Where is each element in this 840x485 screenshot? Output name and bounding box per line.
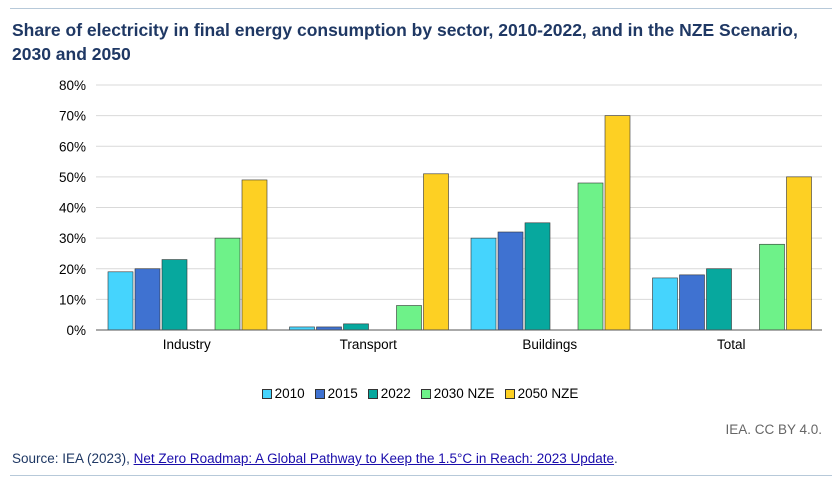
bar-total-2015: [679, 274, 705, 331]
bar-industry-2015: [134, 268, 161, 331]
bar-industry-2022: [161, 259, 188, 331]
category-label: Buildings: [522, 337, 577, 352]
legend-swatch: [504, 388, 515, 399]
bar-total-2030-nze: [759, 243, 785, 331]
bar-buildings-2022: [524, 222, 551, 331]
y-tick-label: 0%: [66, 323, 86, 338]
bar-total-2050-nze: [786, 176, 812, 331]
source-prefix: Source: IEA (2023),: [12, 451, 134, 466]
bar-industry-2010: [107, 271, 134, 331]
bars: [107, 115, 812, 331]
legend-label: 2022: [380, 386, 411, 401]
bottom-divider: [10, 475, 832, 476]
y-tick-label: 70%: [59, 109, 86, 124]
y-tick-label: 10%: [59, 292, 86, 307]
legend-swatch: [314, 388, 325, 399]
source-line: Source: IEA (2023), Net Zero Roadmap: A …: [12, 451, 618, 466]
legend-swatch: [261, 388, 272, 399]
bar-buildings-2010: [470, 237, 497, 331]
category-label: Transport: [340, 337, 398, 352]
credit-text: IEA. CC BY 4.0.: [725, 422, 822, 437]
legend-label: 2050 NZE: [517, 386, 579, 401]
bar-transport-2050-nze: [423, 173, 449, 331]
legend-item: 2010: [261, 386, 305, 401]
legend-item: 2030 NZE: [420, 386, 495, 401]
source-suffix: .: [614, 451, 618, 466]
bar-transport-2030-nze: [396, 305, 422, 331]
bar-industry-2050-nze: [241, 179, 268, 331]
bar-chart: 0% 10% 20% 30% 40% 50% 60% 70% 80% Industry Trans…: [59, 78, 822, 352]
bar-industry-2030-nze: [214, 237, 241, 331]
legend-item: 2050 NZE: [504, 386, 579, 401]
legend-label: 2010: [274, 386, 305, 401]
y-tick-label: 80%: [59, 78, 86, 93]
bar-buildings-2015: [497, 231, 524, 331]
bar-buildings-2030-nze: [577, 182, 604, 331]
category-labels: Industry Transport Buildings Total: [163, 337, 746, 352]
y-axis-ticks: 0% 10% 20% 30% 40% 50% 60% 70% 80%: [59, 78, 86, 338]
bar-total-2022: [706, 268, 732, 331]
legend-label: 2015: [327, 386, 358, 401]
y-tick-label: 50%: [59, 170, 86, 185]
legend: 2010 2015 2022 2030 NZE 2050 NZE: [0, 386, 840, 401]
category-label: Total: [717, 337, 746, 352]
gridlines: [96, 84, 822, 300]
bar-total-2010: [652, 277, 678, 331]
bar-transport-2022: [343, 323, 369, 331]
y-tick-label: 60%: [59, 139, 86, 154]
source-link[interactable]: Net Zero Roadmap: A Global Pathway to Ke…: [133, 451, 615, 466]
y-tick-label: 30%: [59, 231, 86, 246]
chart-title: Share of electricity in final energy con…: [12, 20, 798, 64]
y-tick-label: 20%: [59, 262, 86, 277]
legend-item: 2022: [367, 386, 411, 401]
legend-label: 2030 NZE: [433, 386, 495, 401]
category-label: Industry: [163, 337, 211, 352]
legend-swatch: [420, 388, 431, 399]
legend-item: 2015: [314, 386, 358, 401]
bar-buildings-2050-nze: [604, 115, 631, 331]
legend-swatch: [367, 388, 378, 399]
y-tick-label: 40%: [59, 201, 86, 216]
top-divider: [10, 8, 832, 9]
